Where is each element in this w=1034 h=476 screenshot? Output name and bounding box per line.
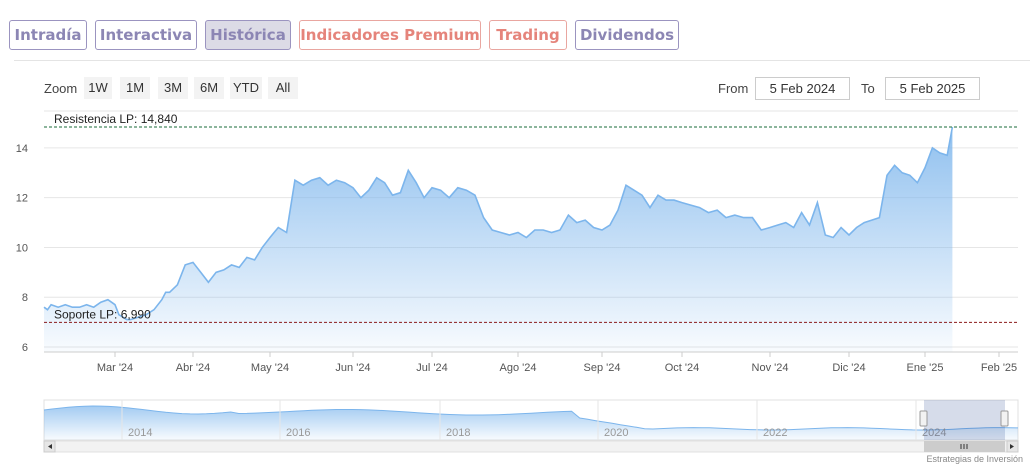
x-tick-label: Oct '24 xyxy=(665,362,700,374)
to-label: To xyxy=(861,81,875,96)
divider xyxy=(14,60,1030,61)
tab-intradia[interactable]: Intradía xyxy=(9,20,87,50)
from-label: From xyxy=(718,81,749,96)
zoom-1m-button[interactable]: 1M xyxy=(120,77,150,99)
resistance-label: Resistencia LP: 14,840 xyxy=(54,112,178,126)
support-label: Soporte LP: 6,990 xyxy=(54,307,151,321)
x-tick-label: Mar '24 xyxy=(97,362,133,374)
zoom-label: Zoom xyxy=(44,81,78,96)
price-line xyxy=(43,126,954,321)
x-tick-label: Dic '24 xyxy=(832,362,865,374)
zoom-6m-button[interactable]: 6M xyxy=(194,77,224,99)
x-tick-label: Ene '25 xyxy=(907,362,944,374)
y-tick-label: 6 xyxy=(22,342,28,354)
tab-dividendos[interactable]: Dividendos xyxy=(575,20,679,50)
y-tick-label: 10 xyxy=(16,242,28,254)
navigator-year-label: 2022 xyxy=(763,427,787,439)
to-date-input[interactable]: 5 Feb 2025 xyxy=(885,77,980,100)
x-tick-label: Sep '24 xyxy=(584,362,621,374)
x-tick-label: Nov '24 xyxy=(752,362,789,374)
navigator-year-label: 2018 xyxy=(446,427,470,439)
from-date-input[interactable]: 5 Feb 2024 xyxy=(755,77,850,100)
navigator-line xyxy=(43,405,1019,431)
x-tick-label: Jul '24 xyxy=(416,362,447,374)
navigator-year-label: 2016 xyxy=(286,427,310,439)
y-tick-label: 8 xyxy=(22,292,28,304)
navigator-year-label: 2014 xyxy=(128,427,152,439)
tab-interactiva[interactable]: Interactiva xyxy=(95,20,197,50)
x-tick-label: Ago '24 xyxy=(500,362,537,374)
scrollbar-track[interactable] xyxy=(43,440,1019,453)
tab-indicadores-premium[interactable]: Indicadores Premium xyxy=(299,20,481,50)
zoom-all-button[interactable]: All xyxy=(268,77,298,99)
y-tick-label: 14 xyxy=(16,143,28,155)
x-tick-label: Feb '25 xyxy=(981,362,1017,374)
navigator-selection[interactable] xyxy=(924,400,1005,440)
watermark: Estrategias de Inversión xyxy=(926,454,1023,464)
zoom-ytd-button[interactable]: YTD xyxy=(230,77,262,99)
navigator-handle[interactable] xyxy=(919,410,928,427)
navigator-year-label: 2020 xyxy=(604,427,628,439)
navigator-handle[interactable] xyxy=(1000,410,1009,427)
price-area xyxy=(44,127,953,352)
chevron-right-icon xyxy=(1010,444,1014,449)
x-tick-label: May '24 xyxy=(251,362,289,374)
tab-historica[interactable]: Histórica xyxy=(205,20,291,50)
y-tick-label: 12 xyxy=(16,193,28,205)
navigator-year-label: 2024 xyxy=(922,427,946,439)
zoom-1w-button[interactable]: 1W xyxy=(84,77,112,99)
chevron-left-icon xyxy=(48,444,52,449)
zoom-3m-button[interactable]: 3M xyxy=(158,77,188,99)
tab-trading[interactable]: Trading xyxy=(489,20,567,50)
navigator-area xyxy=(44,406,1018,440)
x-tick-label: Abr '24 xyxy=(176,362,211,374)
x-tick-label: Jun '24 xyxy=(335,362,370,374)
